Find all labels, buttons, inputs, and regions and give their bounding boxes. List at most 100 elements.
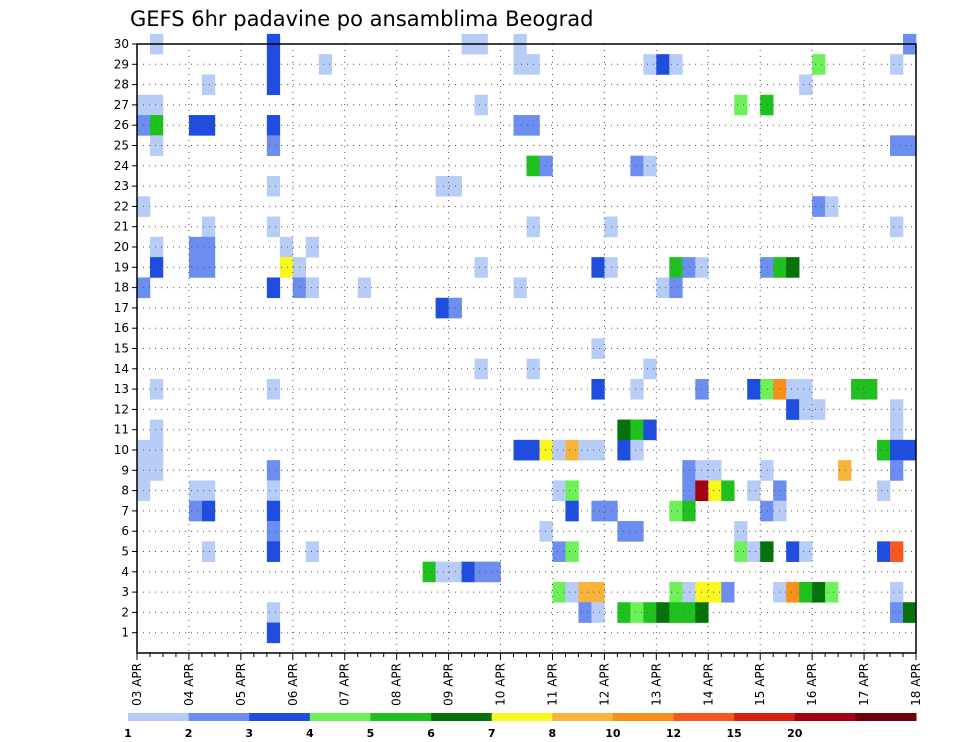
heatmap-cell bbox=[812, 54, 826, 75]
y-tick-label: 17 bbox=[114, 301, 129, 315]
heatmap-cell bbox=[669, 581, 683, 603]
heatmap-cell bbox=[552, 581, 566, 603]
heatmap-cell bbox=[552, 541, 566, 562]
y-tick-label: 10 bbox=[114, 443, 129, 457]
heatmap-cell bbox=[552, 439, 566, 461]
heatmap-cell bbox=[877, 480, 891, 502]
heatmap-cell bbox=[201, 257, 216, 278]
y-tick-label: 9 bbox=[121, 463, 129, 477]
heatmap-cell bbox=[890, 541, 904, 562]
heatmap-cell bbox=[890, 216, 904, 238]
colorbar-label: 20 bbox=[787, 727, 803, 740]
heatmap-cell bbox=[149, 439, 164, 461]
heatmap-cell bbox=[630, 439, 644, 461]
x-tick-label: 17 APR bbox=[857, 663, 871, 706]
heatmap-cell bbox=[890, 419, 904, 441]
heatmap-cell bbox=[630, 155, 644, 177]
heatmap-cell bbox=[539, 439, 553, 461]
heatmap-cell bbox=[149, 419, 164, 441]
heatmap-cell bbox=[266, 541, 281, 562]
heatmap-cell bbox=[201, 236, 216, 258]
heatmap-cell bbox=[903, 135, 917, 156]
x-tick-label: 03 APR bbox=[130, 663, 144, 706]
y-tick-label: 30 bbox=[114, 37, 129, 51]
colorbar-swatch bbox=[431, 713, 493, 721]
chart-title: GEFS 6hr padavine po ansamblima Beograd bbox=[130, 7, 593, 31]
x-tick-label: 04 APR bbox=[182, 663, 196, 706]
heatmap-cell bbox=[188, 257, 203, 278]
heatmap-cell bbox=[266, 480, 281, 502]
heatmap-cell bbox=[682, 500, 696, 522]
heatmap-cell bbox=[721, 581, 735, 603]
heatmap-cell bbox=[669, 54, 683, 75]
heatmap-cell bbox=[734, 94, 748, 116]
heatmap-cell bbox=[591, 581, 605, 603]
heatmap-cell bbox=[630, 378, 644, 400]
colorbar-swatch bbox=[855, 713, 917, 721]
heatmap-cell bbox=[578, 602, 592, 623]
heatmap-cell bbox=[474, 358, 488, 380]
x-tick-label: 09 APR bbox=[442, 663, 456, 706]
x-tick-label: 08 APR bbox=[390, 663, 404, 706]
colorbar-label: 1 bbox=[124, 727, 132, 740]
heatmap-cell bbox=[786, 541, 800, 562]
colorbar-swatch bbox=[612, 713, 675, 721]
y-tick-label: 22 bbox=[114, 199, 129, 213]
heatmap-cell bbox=[266, 460, 281, 481]
colorbar-label: 4 bbox=[306, 727, 314, 740]
y-tick-label: 3 bbox=[121, 585, 129, 599]
y-tick-label: 15 bbox=[114, 342, 129, 356]
heatmap-cell bbox=[539, 155, 553, 177]
x-tick-label: 07 APR bbox=[338, 663, 352, 706]
heatmap-cell bbox=[513, 54, 527, 75]
x-tick-label: 16 APR bbox=[805, 663, 819, 706]
heatmap-cell bbox=[708, 581, 722, 603]
heatmap-cell bbox=[474, 94, 488, 116]
heatmap-cell bbox=[188, 115, 203, 136]
x-tick-label: 11 APR bbox=[545, 663, 559, 706]
heatmap-cell bbox=[565, 500, 579, 522]
heatmap-cell bbox=[630, 521, 644, 542]
heatmap-cell bbox=[578, 581, 592, 603]
colorbar-label: 12 bbox=[666, 727, 681, 740]
colorbar-swatch bbox=[249, 713, 311, 721]
heatmap-cell bbox=[149, 236, 164, 258]
heatmap-cell bbox=[669, 602, 683, 623]
y-tick-label: 21 bbox=[114, 220, 129, 234]
heatmap-cell bbox=[565, 581, 579, 603]
heatmap-cell bbox=[786, 257, 800, 278]
heatmap-cell bbox=[643, 54, 657, 75]
y-axis: 1234567891011121314151617181920212223242… bbox=[114, 37, 137, 640]
y-tick-label: 20 bbox=[114, 240, 129, 254]
heatmap-cell bbox=[786, 399, 800, 420]
x-axis: 03 APR 04 APR 05 APR 06 APR 07 APR 08 APR 09 A… bbox=[130, 653, 923, 706]
heatmap-cell bbox=[188, 480, 203, 502]
heatmap-cell bbox=[565, 439, 579, 461]
heatmap-cell bbox=[877, 541, 891, 562]
heatmap-cell bbox=[591, 338, 605, 359]
heatmap-cells bbox=[137, 33, 917, 644]
heatmap-cell bbox=[266, 378, 281, 400]
colorbar-label: 5 bbox=[367, 727, 375, 740]
heatmap-cell bbox=[513, 277, 527, 299]
y-tick-label: 14 bbox=[114, 362, 129, 376]
y-tick-label: 19 bbox=[114, 260, 129, 274]
heatmap-cell bbox=[643, 419, 657, 441]
heatmap-cell bbox=[760, 94, 774, 116]
heatmap-cell bbox=[838, 460, 852, 481]
heatmap-cell bbox=[305, 236, 320, 258]
heatmap-cell bbox=[890, 439, 904, 461]
heatmap-cell bbox=[201, 216, 216, 238]
heatmap-cell bbox=[266, 500, 281, 522]
heatmap-cell bbox=[877, 439, 891, 461]
heatmap-cell bbox=[552, 480, 566, 502]
heatmap-cell bbox=[747, 378, 761, 400]
heatmap-cell bbox=[890, 399, 904, 420]
heatmap-cell bbox=[890, 460, 904, 481]
heatmap-cell bbox=[669, 257, 683, 278]
heatmap-cell bbox=[357, 277, 371, 299]
y-tick-label: 4 bbox=[121, 565, 129, 579]
heatmap-cell bbox=[279, 236, 294, 258]
heatmap-cell bbox=[435, 297, 449, 319]
